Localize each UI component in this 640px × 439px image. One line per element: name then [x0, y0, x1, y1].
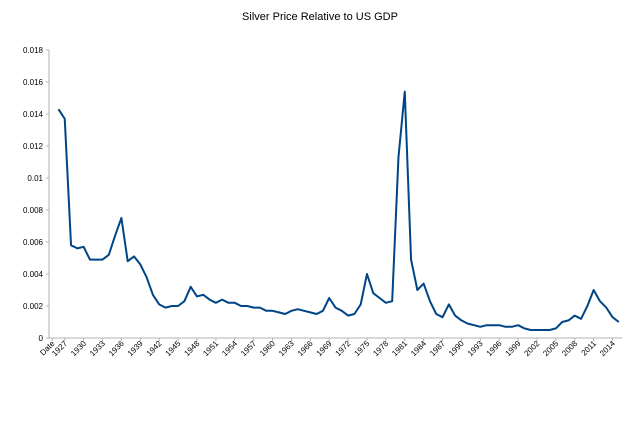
series-line [57, 90, 620, 331]
x-tick-label: 2014 [598, 339, 617, 358]
x-tick-label: 1996 [485, 339, 504, 358]
y-tick-label: 0.014 [23, 110, 44, 119]
chart-title: Silver Price Relative to US GDP [242, 11, 398, 23]
x-tick-label: 1936 [107, 339, 126, 358]
x-tick-label: 1978 [371, 339, 390, 358]
y-tick-label: 0.012 [23, 142, 44, 151]
x-tick-label: 1993 [466, 339, 485, 358]
y-tick-label: 0.008 [23, 206, 44, 215]
x-tick-label: 1960 [258, 339, 277, 358]
x-tick-label: 1951 [201, 339, 220, 358]
x-tick-label: 1975 [352, 339, 371, 358]
y-tick-label: 0 [39, 334, 44, 343]
x-tick-label: 1981 [390, 339, 409, 358]
x-tick-label: 1954 [220, 339, 239, 358]
x-tick-label: 1984 [409, 339, 428, 358]
x-tick-label: 2002 [522, 339, 541, 358]
x-tick-label: 1942 [145, 339, 164, 358]
x-tick-label: 1966 [296, 339, 315, 358]
y-tick-label: 0.01 [27, 174, 43, 183]
x-tick-label: 1945 [164, 339, 183, 358]
x-tick-label: 1990 [447, 339, 466, 358]
x-tick-label: 2008 [560, 339, 579, 358]
x-tick-label: 2005 [541, 339, 560, 358]
y-tick-label: 0.002 [23, 302, 44, 311]
x-tick-label: 1969 [315, 339, 334, 358]
y-tick-label: 0.018 [23, 46, 44, 55]
x-tick-label: 1930 [69, 339, 88, 358]
x-tick-label: 1987 [428, 339, 447, 358]
x-tick-label: 1939 [126, 339, 145, 358]
x-tick-label: 1999 [504, 339, 523, 358]
x-tick-label: 1948 [182, 339, 201, 358]
x-tick-label: 1972 [334, 339, 353, 358]
y-tick-label: 0.006 [23, 238, 44, 247]
x-tick-label: 1933 [88, 339, 107, 358]
x-tick-label: 1927 [50, 339, 69, 358]
y-tick-label: 0.004 [23, 270, 44, 279]
x-tick-label: 1963 [277, 339, 296, 358]
x-tick-label: 1957 [239, 339, 258, 358]
x-tick-label: 2011 [580, 339, 599, 358]
y-tick-label: 0.016 [23, 78, 44, 87]
